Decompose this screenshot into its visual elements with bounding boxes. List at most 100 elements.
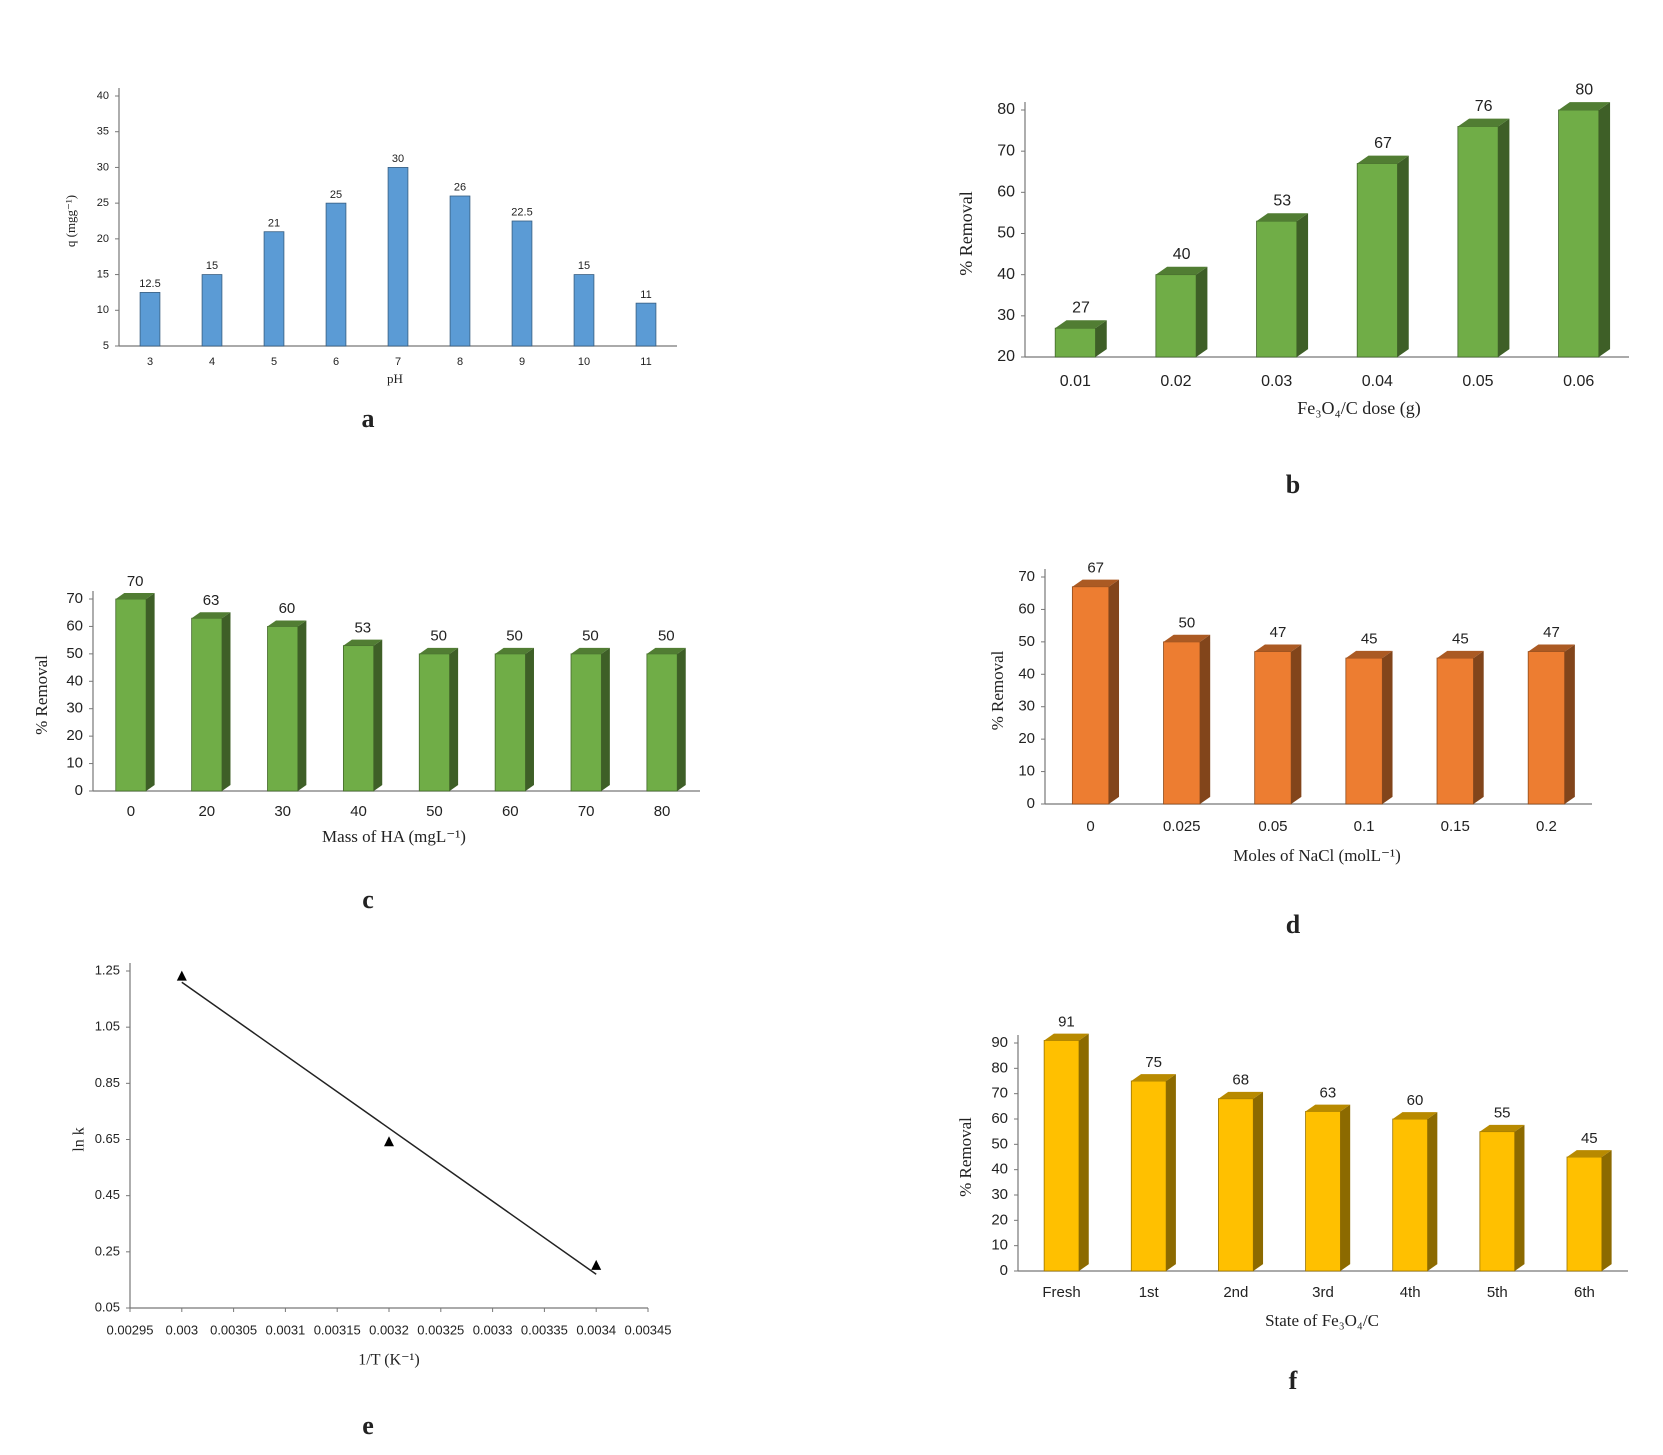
bar-side — [1340, 1104, 1351, 1271]
value-label: 50 — [430, 628, 447, 645]
bar-top — [1044, 1033, 1089, 1041]
panel-label: b — [1286, 470, 1300, 499]
bar — [267, 626, 299, 792]
bar-top — [1072, 579, 1120, 587]
value-label: 67 — [1374, 135, 1392, 152]
bar — [1356, 163, 1398, 358]
x-tick-label: 5th — [1487, 1284, 1508, 1301]
value-label: 68 — [1232, 1072, 1249, 1089]
bar — [139, 292, 161, 347]
bar — [191, 617, 223, 792]
bar-side — [601, 647, 610, 791]
bar-side — [146, 593, 155, 791]
x-tick-label: 60 — [502, 803, 519, 820]
bar — [1558, 109, 1600, 358]
x-tick-label: 0.0034 — [576, 1322, 616, 1337]
value-label: 53 — [1273, 192, 1291, 209]
x-tick-label: 0.0033 — [473, 1322, 513, 1337]
x-tick-label: 0.00315 — [314, 1322, 361, 1337]
y-tick-label: 1.05 — [95, 1019, 120, 1034]
value-label: 76 — [1475, 98, 1493, 115]
x-tick-label: 70 — [578, 803, 595, 820]
value-label: 91 — [1058, 1013, 1075, 1030]
bar — [1130, 1080, 1167, 1272]
bar-top — [1155, 266, 1208, 275]
y-tick-label: 60 — [997, 184, 1015, 201]
bar — [511, 220, 533, 347]
bar — [1392, 1118, 1428, 1272]
bar-side — [1564, 644, 1575, 804]
y-tick-label: 10 — [991, 1237, 1008, 1254]
x-tick-label: 30 — [274, 803, 291, 820]
y-tick-label: 80 — [991, 1059, 1008, 1076]
value-label: 15 — [578, 260, 590, 272]
x-tick-label: 4th — [1400, 1284, 1421, 1301]
x-tick-label: 3rd — [1312, 1284, 1334, 1301]
y-tick-label: 35 — [97, 126, 109, 138]
point — [384, 1136, 394, 1147]
x-axis-title: 1/T (K⁻¹) — [358, 1352, 419, 1369]
y-tick-label: 70 — [991, 1085, 1008, 1102]
bar — [325, 202, 347, 347]
x-tick-label: Fresh — [1042, 1284, 1080, 1301]
y-tick-label: 5 — [103, 340, 109, 352]
x-tick-label: 4 — [209, 356, 215, 368]
x-tick-label: 0.0031 — [266, 1322, 306, 1337]
y-tick-label: 0.45 — [95, 1187, 120, 1202]
x-tick-label: 0.00295 — [107, 1322, 154, 1337]
x-tick-label: 40 — [350, 803, 367, 820]
bar — [418, 653, 451, 792]
y-tick-label: 30 — [66, 700, 83, 717]
y-tick-label: 25 — [97, 197, 109, 209]
y-tick-label: 10 — [66, 755, 83, 772]
x-tick-label: 1st — [1139, 1284, 1160, 1301]
x-tick-label: 50 — [426, 803, 443, 820]
y-tick-label: 1.25 — [95, 962, 120, 977]
x-tick-label: 0.06 — [1563, 373, 1594, 390]
bar — [494, 653, 526, 792]
x-tick-label: 9 — [519, 356, 525, 368]
bar-side — [1108, 579, 1120, 804]
y-tick-label: 60 — [991, 1110, 1008, 1127]
y-tick-label: 0.85 — [95, 1075, 120, 1090]
x-tick-label: 6 — [333, 356, 339, 368]
value-label: 45 — [1361, 631, 1378, 648]
bar-side — [449, 647, 459, 791]
y-tick-label: 50 — [1018, 633, 1035, 650]
value-label: 45 — [1581, 1130, 1598, 1147]
value-label: 63 — [1320, 1084, 1337, 1101]
bar — [342, 645, 375, 792]
value-label: 25 — [330, 189, 342, 201]
bar — [1163, 641, 1201, 805]
value-label: 45 — [1452, 631, 1469, 648]
x-tick-label: 0.003 — [166, 1322, 199, 1337]
value-label: 15 — [206, 260, 218, 272]
x-tick-label: 0.01 — [1060, 373, 1091, 390]
bar — [1479, 1131, 1516, 1272]
bar-top — [419, 647, 459, 654]
bar-top — [1256, 213, 1309, 222]
x-tick-label: 0 — [127, 803, 135, 820]
panel-label: a — [362, 404, 375, 433]
value-label: 50 — [658, 628, 675, 645]
value-label: 70 — [127, 573, 144, 590]
bar — [570, 653, 602, 792]
y-tick-label: 0.25 — [95, 1243, 120, 1258]
bar-top — [191, 612, 231, 619]
bar-side — [677, 647, 686, 791]
bar — [1436, 657, 1474, 805]
bar — [449, 195, 471, 347]
y-tick-label: 50 — [997, 225, 1015, 242]
bar-side — [525, 647, 534, 791]
bar-side — [1598, 102, 1611, 358]
y-tick-label: 70 — [1018, 568, 1035, 585]
bar-side — [1601, 1150, 1612, 1271]
x-tick-label: 80 — [654, 803, 671, 820]
value-label: 40 — [1173, 246, 1191, 263]
x-tick-label: 0.00335 — [521, 1322, 568, 1337]
bar-top — [1558, 102, 1611, 110]
x-tick-label: 8 — [457, 356, 463, 368]
panel-label: c — [362, 885, 374, 914]
y-axis-title: ln k — [71, 1127, 88, 1151]
